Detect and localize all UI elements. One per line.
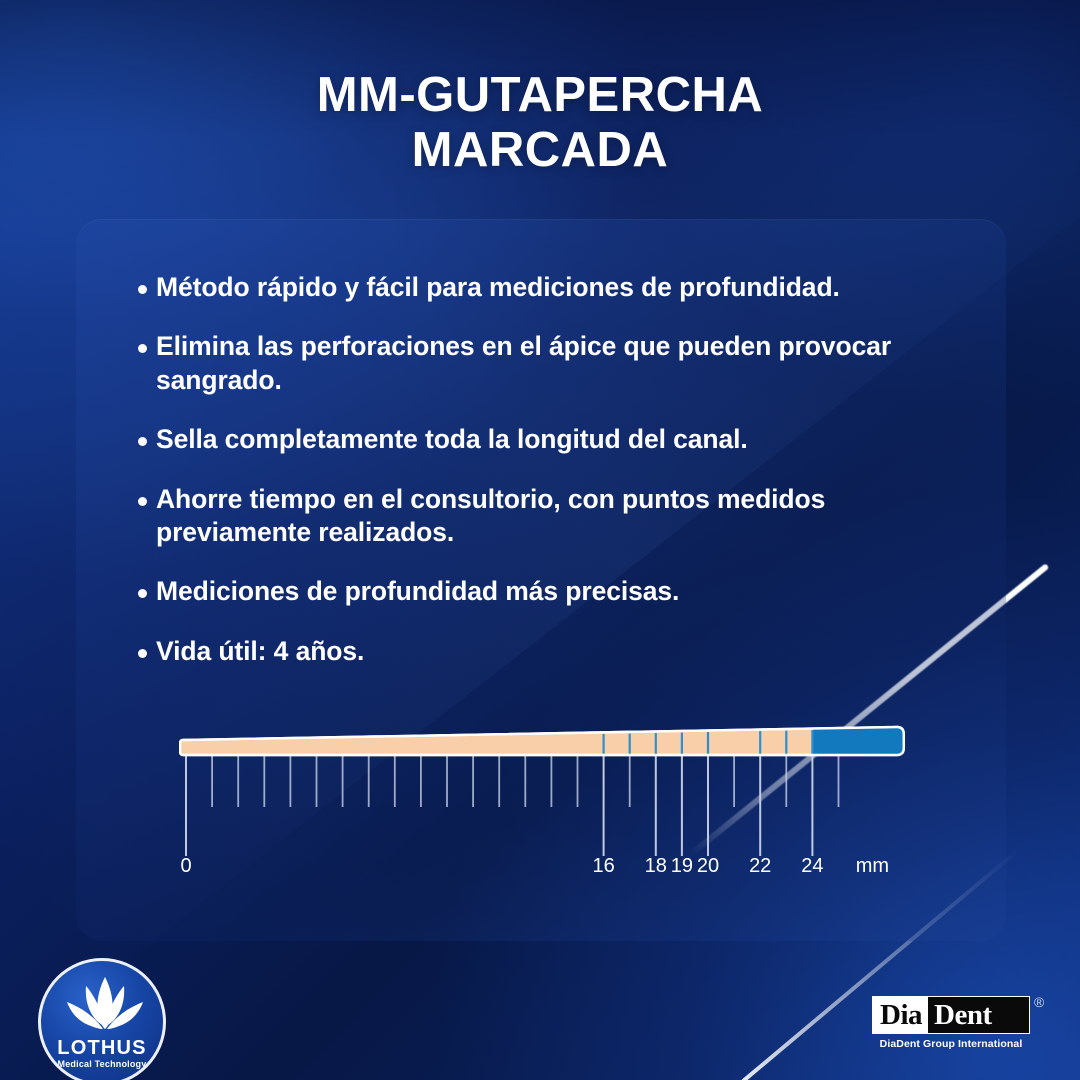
ruler-label-group: 0 16 18 19 20 22 24 mm: [180, 855, 889, 877]
ruler-tick-group: [185, 755, 840, 856]
diadent-logo-wordmark: Dia Dent: [872, 996, 1030, 1034]
ruler-unit-label: mm: [856, 855, 889, 877]
lothus-logo-name: LOTHUS: [57, 1037, 147, 1059]
ruler-tick-label: 20: [697, 855, 719, 877]
ruler-tick-label: 18: [645, 855, 667, 877]
list-item-label: Método rápido y fácil para mediciones de…: [156, 272, 840, 302]
list-item: Vida útil: 4 años.: [138, 635, 966, 668]
list-item-label: Vida útil: 4 años.: [156, 635, 365, 666]
ruler-svg: 0 16 18 19 20 22 24 mm: [179, 725, 905, 877]
ruler-tick-label: 0: [180, 855, 191, 877]
diadent-logo: Dia Dent ® DiaDent Group International: [872, 994, 1048, 1058]
diadent-logo-dent: Dent: [928, 997, 1029, 1033]
lothus-logo-disc: LOTHUS Medical Technology: [38, 958, 166, 1080]
list-item: Método rápido y fácil para mediciones de…: [138, 271, 966, 304]
list-item-label: Ahorre tiempo en el consultorio, con pun…: [156, 483, 826, 547]
ruler-tick-label: 16: [592, 855, 614, 877]
bullet-dot-icon: [138, 285, 147, 294]
list-item: Sella completamente toda la longitud del…: [138, 423, 966, 456]
background-top-shade: [0, 0, 1080, 230]
bullet-dot-icon: [138, 496, 147, 506]
bullet-dot-icon: [138, 344, 147, 354]
list-item-label: Sella completamente toda la longitud del…: [156, 424, 748, 455]
list-item-label: Mediciones de profundidad más precisas.: [156, 576, 680, 607]
list-item-label: Elimina las perforaciones en el ápice qu…: [156, 331, 892, 395]
diadent-logo-dia: Dia: [873, 997, 928, 1033]
lotus-flower-icon: [67, 977, 143, 1029]
title-line-1: MM-GUTAPERCHA: [316, 68, 764, 122]
ruler-tick-label: 24: [801, 855, 823, 877]
ruler-tick-label: 19: [671, 855, 693, 877]
gutta-percha-ruler-diagram: 0 16 18 19 20 22 24 mm: [179, 714, 959, 894]
features-card: Método rápido y fácil para mediciones de…: [76, 219, 1006, 941]
title-line-2: MARCADA: [411, 122, 669, 177]
bullet-dot-icon: [138, 589, 147, 599]
bullet-dot-icon: [138, 437, 147, 447]
page-title: MM-GUTAPERCHA MARCADA: [0, 68, 1080, 178]
list-item: Ahorre tiempo en el consultorio, con pun…: [138, 483, 966, 550]
lothus-logo: LOTHUS Medical Technology: [38, 958, 166, 1080]
lothus-logo-tagline: Medical Technology: [57, 1059, 147, 1069]
list-item: Mediciones de profundidad más precisas.: [138, 575, 966, 608]
diadent-logo-tagline: DiaDent Group International: [879, 1038, 1023, 1050]
registered-trademark-icon: ®: [1034, 994, 1045, 1010]
feature-list: Método rápido y fácil para mediciones de…: [138, 271, 966, 694]
ruler-tick-label: 22: [749, 855, 771, 877]
list-item: Elimina las perforaciones en el ápice qu…: [138, 330, 966, 397]
ruler-bar-group: [179, 725, 905, 757]
bullet-dot-icon: [138, 648, 147, 658]
